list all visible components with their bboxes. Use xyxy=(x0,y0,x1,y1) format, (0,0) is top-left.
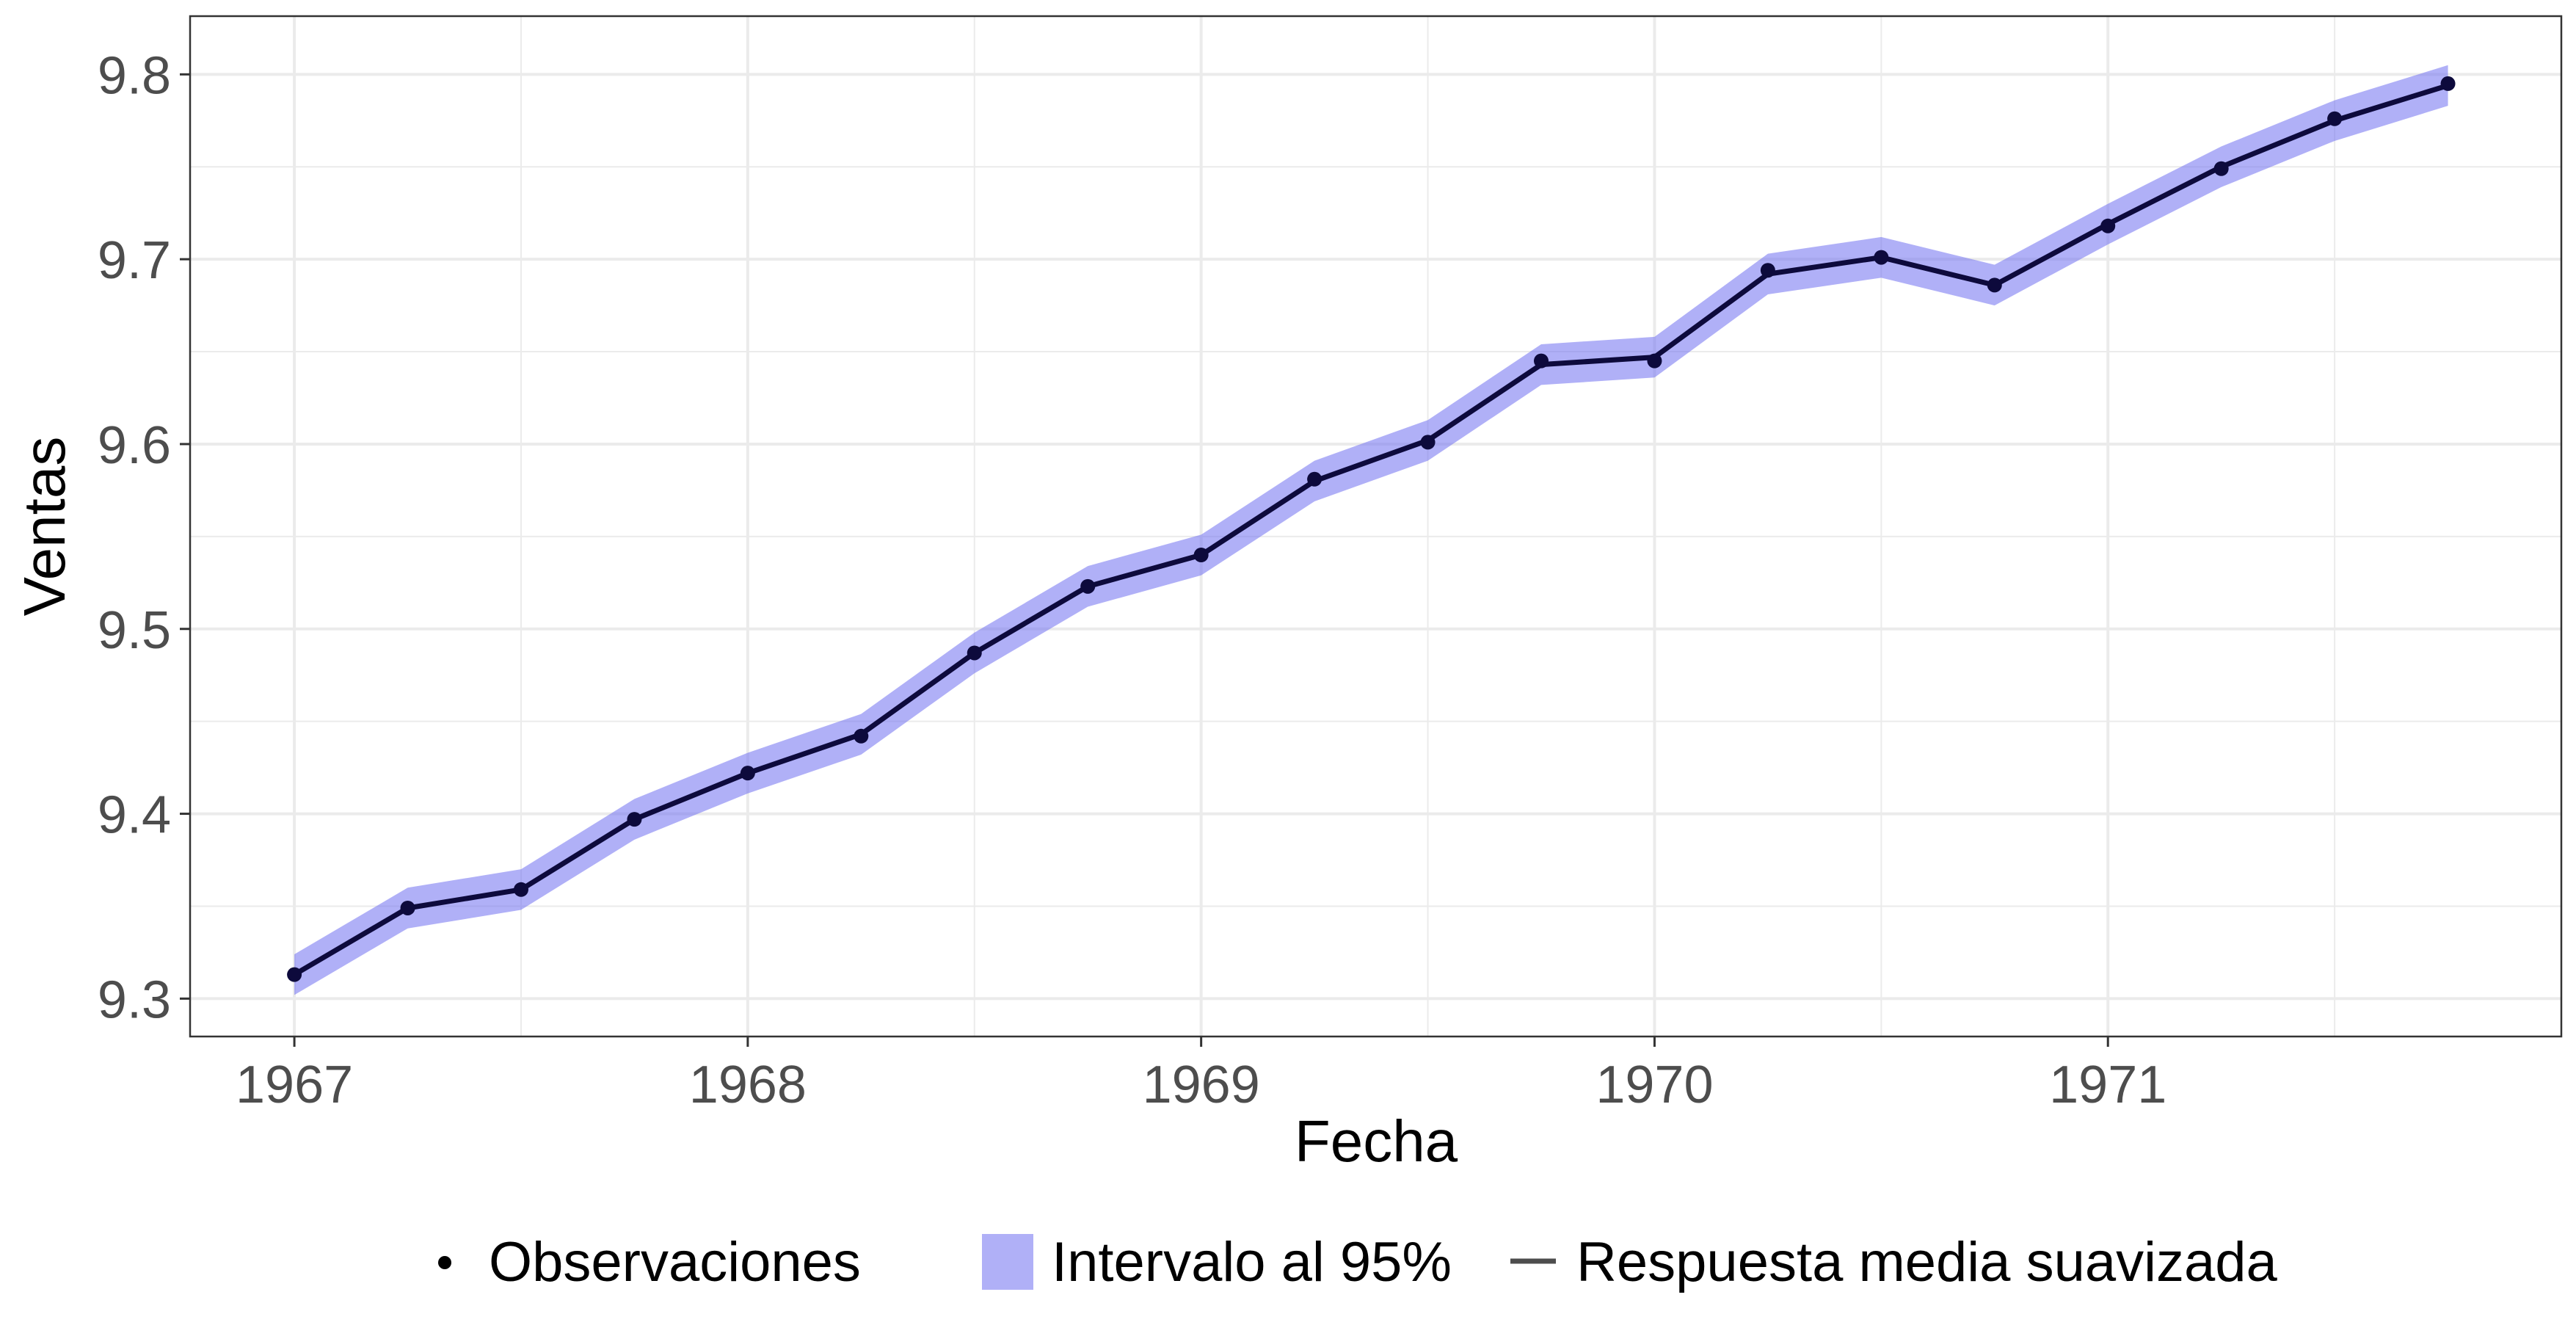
ticks-layer: 9.3 9.4 9.5 9.6 9.7 9.8 1967 1968 1969 1970 1971 xyxy=(98,46,2166,1114)
observation-point xyxy=(740,766,755,781)
legend-label-intervalo: Intervalo al 95% xyxy=(1052,1231,1452,1293)
observation-point xyxy=(1080,578,1096,594)
line-layer xyxy=(293,83,2449,977)
observation-point xyxy=(1987,277,2002,293)
x-tick-label: 1968 xyxy=(689,1056,807,1114)
observation-point xyxy=(1420,435,1436,450)
observation-point xyxy=(967,645,982,661)
observation-point xyxy=(2213,161,2229,176)
legend-label-observaciones: Observaciones xyxy=(489,1231,861,1293)
x-tick-label: 1969 xyxy=(1143,1056,1260,1114)
y-tick-label: 9.7 xyxy=(98,231,171,290)
observation-point xyxy=(400,900,415,915)
panel-border xyxy=(189,15,2563,1038)
observation-point xyxy=(1193,548,1209,563)
x-tick-label: 1970 xyxy=(1596,1056,1713,1114)
observation-point xyxy=(854,728,869,744)
observation-point xyxy=(1760,263,1775,278)
x-axis-title: Fecha xyxy=(1295,1108,1458,1174)
observation-point xyxy=(1874,250,1889,265)
band-layer xyxy=(294,65,2448,995)
smoothed-mean-line xyxy=(293,83,2449,977)
observation-point xyxy=(1307,471,1322,487)
legend-label-respuesta: Respuesta media suavizada xyxy=(1576,1231,2278,1293)
y-tick-label: 9.8 xyxy=(98,46,171,105)
x-tick-label: 1967 xyxy=(236,1056,353,1114)
observation-point xyxy=(627,812,642,827)
observation-point xyxy=(287,967,302,982)
observation-point xyxy=(1647,353,1662,369)
x-tick-label: 1971 xyxy=(2049,1056,2166,1114)
point-layer xyxy=(287,76,2456,982)
y-tick-label: 9.5 xyxy=(98,601,171,660)
observation-point xyxy=(1533,353,1549,369)
y-tick-label: 9.6 xyxy=(98,416,171,475)
legend-key-observaciones xyxy=(438,1256,451,1269)
y-tick-label: 9.4 xyxy=(98,786,171,845)
y-tick-label: 9.3 xyxy=(98,970,171,1029)
observation-point xyxy=(513,882,528,897)
confidence-band xyxy=(294,65,2448,995)
legend: Observaciones Intervalo al 95% Respuesta… xyxy=(438,1231,2278,1293)
observation-point xyxy=(2100,218,2116,233)
y-axis-title: Ventas xyxy=(12,437,77,617)
observation-point xyxy=(2327,111,2343,126)
legend-key-intervalo xyxy=(982,1234,1033,1290)
observation-point xyxy=(2440,76,2456,91)
